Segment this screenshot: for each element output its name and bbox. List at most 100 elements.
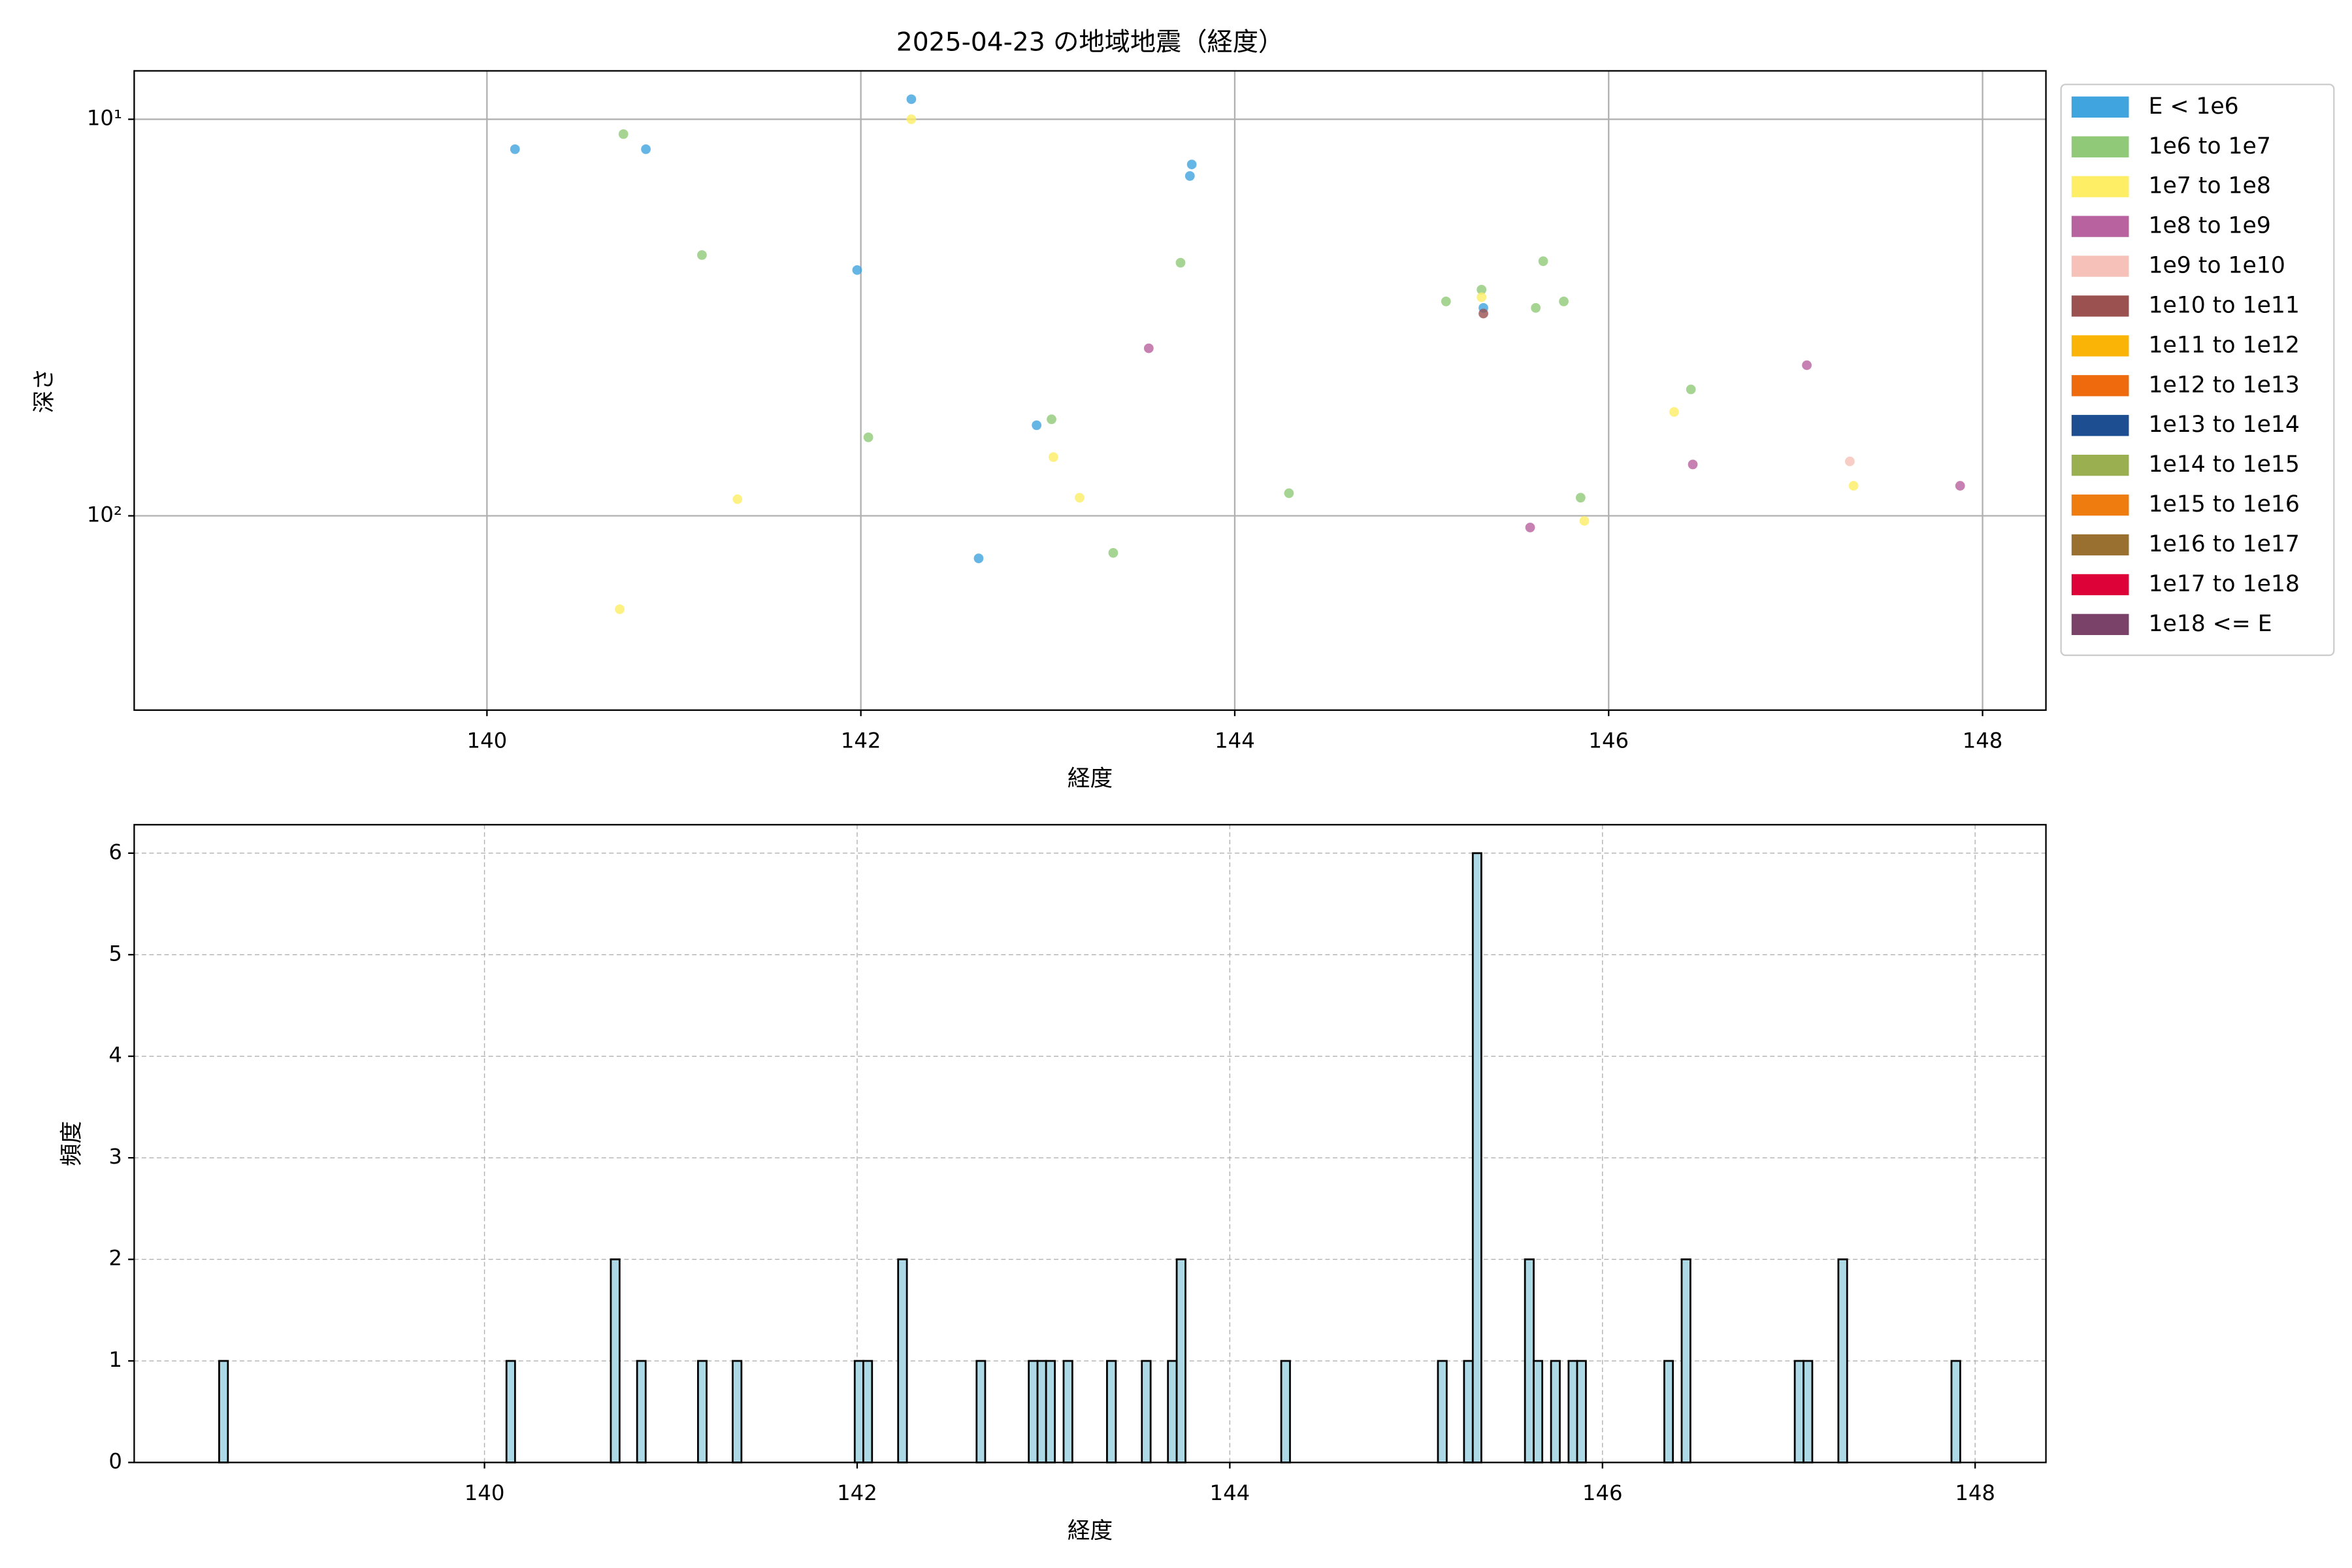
y-axis-label: 深さ (31, 368, 57, 413)
histogram-bar (1280, 1360, 1291, 1463)
y-tick-label: 2 (108, 1246, 122, 1271)
legend-swatch (2071, 574, 2129, 596)
scatter-point (1186, 159, 1197, 170)
chart-title: 2025-04-23 の地域地震（経度） (896, 27, 1284, 57)
legend-swatch (2071, 96, 2129, 118)
scatter-point (906, 114, 917, 124)
scatter-point (1844, 456, 1855, 466)
scatter-point (732, 494, 743, 504)
scatter-point (1579, 515, 1590, 526)
x-tick-label: 140 (465, 1480, 505, 1505)
histogram-bar (1576, 1360, 1587, 1463)
histogram-bar (1167, 1360, 1178, 1463)
histogram-bar (1533, 1360, 1544, 1463)
legend-label: 1e15 to 1e16 (2148, 491, 2299, 517)
y-tick-label: 10² (87, 502, 122, 527)
histogram-bar (732, 1360, 743, 1463)
histogram-bar (505, 1360, 516, 1463)
legend-label: 1e18 <= E (2148, 611, 2272, 637)
legend-label: E < 1e6 (2148, 93, 2238, 120)
legend-label: 1e13 to 1e14 (2148, 412, 2299, 438)
legend-label: 1e17 to 1e18 (2148, 571, 2299, 597)
axes-frame (133, 824, 2047, 1463)
scatter-point (1955, 481, 1965, 491)
histogram-bar (1141, 1360, 1152, 1463)
scatter-point (1175, 257, 1186, 268)
scatter-point (1538, 256, 1548, 267)
x-tick-label: 142 (841, 728, 881, 753)
scatter-point (1688, 459, 1698, 470)
x-tick-label: 140 (467, 728, 508, 753)
histogram-bar (897, 1258, 908, 1463)
x-tick-label: 146 (1582, 1480, 1623, 1505)
scatter-point (1184, 171, 1195, 181)
scatter-point (1848, 481, 1859, 491)
scatter-point (1802, 360, 1812, 370)
scatter-point (1477, 285, 1487, 295)
scatter-point (1575, 493, 1586, 503)
legend-label: 1e16 to 1e17 (2148, 531, 2299, 557)
histogram-bar (610, 1258, 621, 1463)
histogram-bar (1062, 1360, 1073, 1463)
scatter-point (863, 433, 874, 442)
x-tick-label: 146 (1588, 728, 1629, 753)
legend-swatch (2071, 335, 2129, 357)
legend-label: 1e6 to 1e7 (2148, 133, 2270, 159)
histogram-bar (1803, 1360, 1814, 1463)
histogram-bar (862, 1360, 874, 1463)
legend-swatch (2071, 176, 2129, 197)
y-tick-label: 1 (108, 1347, 122, 1372)
x-tick-label: 148 (1963, 728, 2003, 753)
legend-label: 1e11 to 1e12 (2148, 332, 2299, 358)
scatter-point (852, 265, 862, 275)
histogram-bar (697, 1360, 708, 1463)
x-tick-label: 144 (1215, 728, 1255, 753)
histogram-bar (218, 1360, 229, 1463)
x-tick-label: 144 (1210, 1480, 1250, 1505)
histogram-bar (1837, 1258, 1848, 1463)
histogram-bar (1567, 1360, 1578, 1463)
histogram-bar (1524, 1258, 1535, 1463)
histogram-bar (975, 1360, 987, 1463)
histogram-bar (1463, 1360, 1474, 1463)
legend-label: 1e8 to 1e9 (2148, 213, 2270, 239)
x-tick-label: 142 (837, 1480, 877, 1505)
scatter-point (906, 94, 917, 105)
legend-label: 1e12 to 1e13 (2148, 372, 2299, 398)
scatter-point (1284, 488, 1294, 498)
legend-box (2060, 84, 2335, 657)
x-axis-label: 経度 (1068, 1518, 1113, 1544)
scatter-point (1048, 452, 1058, 462)
histogram-bar (1175, 1258, 1186, 1463)
histogram-bar (1045, 1360, 1056, 1463)
histogram-bar (1550, 1360, 1561, 1463)
legend-swatch (2071, 136, 2129, 157)
x-tick-label: 148 (1955, 1480, 1995, 1505)
scatter-point (1531, 302, 1541, 313)
scatter-point (641, 144, 651, 154)
histogram-bar (1663, 1360, 1674, 1463)
histogram-bar (1680, 1258, 1691, 1463)
axes-frame (133, 70, 2047, 711)
scatter-point (1143, 343, 1154, 353)
scatter-point (1032, 420, 1042, 431)
legend-label: 1e10 to 1e11 (2148, 292, 2299, 318)
legend-swatch (2071, 295, 2129, 317)
histogram-bar (1036, 1360, 1047, 1463)
scatter-point (697, 250, 707, 260)
histogram-bar (1471, 852, 1482, 1463)
histogram-bar (1106, 1360, 1117, 1463)
histogram-bar (1028, 1360, 1039, 1463)
scatter-point (1047, 414, 1056, 425)
scatter-point (973, 553, 984, 563)
legend-swatch (2071, 534, 2129, 556)
y-tick-label: 5 (108, 941, 122, 966)
scatter-point (1525, 522, 1535, 532)
y-tick-label: 0 (108, 1448, 122, 1473)
histogram-bar (1793, 1360, 1805, 1463)
scatter-point (1108, 547, 1119, 558)
scatter-point (1686, 384, 1696, 395)
x-axis-label: 経度 (1068, 766, 1113, 792)
